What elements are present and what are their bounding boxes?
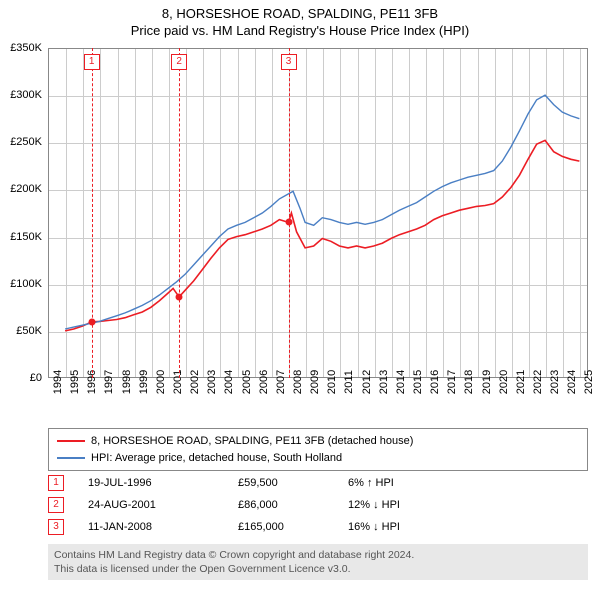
x-tick-label: 2002	[189, 370, 201, 394]
x-tick-label: 2000	[155, 370, 167, 394]
x-tick-label: 2008	[292, 370, 304, 394]
x-tick-label: 2021	[515, 370, 527, 394]
sale-ref-badge: 3	[281, 54, 297, 70]
sale-row-badge: 2	[48, 497, 64, 513]
x-tick-label: 2015	[412, 370, 424, 394]
sale-ref-line	[179, 48, 180, 378]
y-tick-label: £300K	[10, 89, 42, 101]
x-tick-label: 2023	[549, 370, 561, 394]
sale-delta: 12% ↓ HPI	[348, 499, 438, 511]
x-tick-label: 2007	[275, 370, 287, 394]
x-tick-label: 2006	[258, 370, 270, 394]
sale-row: 2 24-AUG-2001£86,00012% ↓ HPI	[48, 494, 588, 516]
y-tick-label: £250K	[10, 136, 42, 148]
title-address: 8, HORSESHOE ROAD, SPALDING, PE11 3FB	[0, 6, 600, 23]
legend-label: HPI: Average price, detached house, Sout…	[91, 450, 342, 467]
x-tick-label: 2024	[566, 370, 578, 394]
x-tick-label: 2025	[583, 370, 595, 394]
sale-row-badge: 1	[48, 475, 64, 491]
chart-container: 8, HORSESHOE ROAD, SPALDING, PE11 3FB Pr…	[0, 0, 600, 590]
sale-delta: 6% ↑ HPI	[348, 477, 438, 489]
sales-table: 1 19-JUL-1996£59,5006% ↑ HPI 2 24-AUG-2001£…	[48, 472, 588, 538]
x-tick-label: 2020	[498, 370, 510, 394]
legend-item: 8, HORSESHOE ROAD, SPALDING, PE11 3FB (d…	[57, 433, 579, 450]
y-tick-label: £150K	[10, 231, 42, 243]
y-tick-label: £50K	[16, 325, 42, 337]
series-svg	[48, 48, 588, 378]
title-subtitle: Price paid vs. HM Land Registry's House …	[0, 23, 600, 40]
sale-ref-badge: 1	[84, 54, 100, 70]
x-tick-label: 2017	[446, 370, 458, 394]
y-tick-label: £0	[30, 372, 42, 384]
sale-price: £86,000	[238, 499, 348, 511]
sale-row-badge: 3	[48, 519, 64, 535]
x-tick-label: 2009	[309, 370, 321, 394]
chart-area: £0£50K£100K£150K£200K£250K£300K£350K1994…	[48, 48, 588, 378]
x-tick-label: 1998	[121, 370, 133, 394]
sale-marker-dot	[285, 219, 292, 226]
series-hpi	[65, 95, 579, 329]
sale-ref-line	[92, 48, 93, 378]
sale-marker-dot	[176, 293, 183, 300]
footer-attribution: Contains HM Land Registry data © Crown c…	[48, 544, 588, 580]
x-tick-label: 2005	[241, 370, 253, 394]
sale-ref-line	[289, 48, 290, 378]
x-tick-label: 2014	[395, 370, 407, 394]
x-tick-label: 2022	[532, 370, 544, 394]
x-tick-label: 2003	[206, 370, 218, 394]
x-tick-label: 1995	[69, 370, 81, 394]
x-tick-label: 2004	[223, 370, 235, 394]
legend-label: 8, HORSESHOE ROAD, SPALDING, PE11 3FB (d…	[91, 433, 413, 450]
legend-item: HPI: Average price, detached house, Sout…	[57, 450, 579, 467]
sale-price: £165,000	[238, 521, 348, 533]
x-tick-label: 2012	[361, 370, 373, 394]
footer-line1: Contains HM Land Registry data © Crown c…	[54, 548, 582, 562]
x-tick-label: 2019	[481, 370, 493, 394]
footer-line2: This data is licensed under the Open Gov…	[54, 562, 582, 576]
legend-swatch	[57, 457, 85, 459]
sale-date: 24-AUG-2001	[88, 499, 238, 511]
sale-price: £59,500	[238, 477, 348, 489]
x-tick-label: 1994	[52, 370, 64, 394]
x-tick-label: 2010	[326, 370, 338, 394]
sale-date: 19-JUL-1996	[88, 477, 238, 489]
legend: 8, HORSESHOE ROAD, SPALDING, PE11 3FB (d…	[48, 428, 588, 471]
x-tick-label: 1997	[103, 370, 115, 394]
x-tick-label: 2011	[343, 370, 355, 394]
sale-date: 11-JAN-2008	[88, 521, 238, 533]
x-tick-label: 2018	[463, 370, 475, 394]
x-tick-label: 2016	[429, 370, 441, 394]
y-tick-label: £200K	[10, 183, 42, 195]
legend-swatch	[57, 440, 85, 442]
sale-delta: 16% ↓ HPI	[348, 521, 438, 533]
y-tick-label: £350K	[10, 42, 42, 54]
series-prop	[65, 140, 579, 331]
sale-row: 3 11-JAN-2008£165,00016% ↓ HPI	[48, 516, 588, 538]
x-tick-label: 1999	[138, 370, 150, 394]
title-block: 8, HORSESHOE ROAD, SPALDING, PE11 3FB Pr…	[0, 0, 600, 40]
sale-row: 1 19-JUL-1996£59,5006% ↑ HPI	[48, 472, 588, 494]
sale-marker-dot	[88, 318, 95, 325]
x-tick-label: 2013	[378, 370, 390, 394]
x-tick-label: 2001	[172, 370, 184, 394]
y-tick-label: £100K	[10, 278, 42, 290]
sale-ref-badge: 2	[171, 54, 187, 70]
